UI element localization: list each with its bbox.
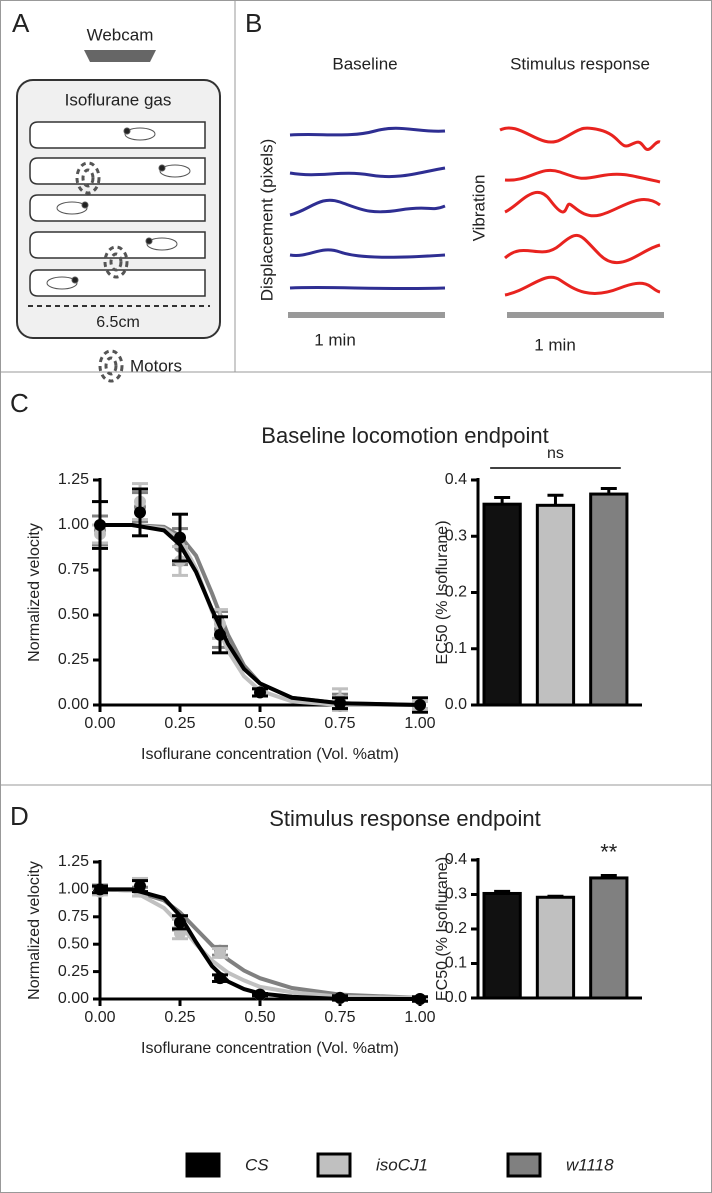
bar: [482, 502, 522, 707]
y-tick-label: 0.4: [445, 471, 467, 488]
chart-title: Baseline locomotion endpoint: [261, 423, 548, 448]
y-tick-label: 1.00: [58, 881, 89, 898]
legend-swatch: [316, 1152, 352, 1178]
y-tick-label: 1.00: [58, 516, 89, 533]
legend-label: isoCJ1: [376, 1155, 428, 1174]
time-bar: [507, 312, 664, 318]
data-point: [174, 531, 186, 544]
panel-label: C: [10, 388, 29, 418]
y-tick-label: 0.3: [445, 886, 467, 903]
x-axis-label: Isoflurane concentration (Vol. %atm): [141, 1040, 399, 1057]
data-point: [334, 697, 346, 710]
y-tick-label: 0.4: [445, 851, 467, 868]
y-tick-label: 0.00: [58, 696, 89, 713]
chart-title: Stimulus response endpoint: [269, 806, 541, 831]
bar: [482, 891, 522, 1000]
tubes: [29, 121, 206, 297]
data-point: [414, 993, 426, 1005]
data-point: [134, 880, 146, 893]
y-tick-label: 0.0: [445, 696, 467, 713]
webcam-icon: [84, 50, 156, 62]
y-tick-label: 0.50: [58, 935, 89, 952]
data-point: [214, 628, 226, 641]
panel-label: A: [12, 8, 30, 38]
y-tick-label: 1.25: [58, 853, 89, 870]
y-tick-label: 1.25: [58, 471, 89, 488]
data-point: [94, 519, 106, 531]
bar: [589, 876, 629, 1000]
y-axis-label: Normalized velocity: [26, 523, 43, 662]
x-tick-label: 0.75: [324, 1009, 355, 1026]
x-tick-label: 0.75: [324, 715, 355, 732]
y-axis-label: Normalized velocity: [26, 861, 43, 1000]
data-point: [94, 883, 106, 896]
y-tick-label: 0.1: [445, 955, 467, 972]
y-tick-label: 0.1: [445, 640, 467, 657]
x-tick-label: 0.50: [244, 1009, 275, 1026]
scale-label: 6.5cm: [96, 314, 140, 331]
stimulus-traces: [499, 126, 661, 297]
time-label: 1 min: [534, 335, 576, 354]
motors-label: Motors: [130, 356, 182, 375]
annotation: ns: [547, 445, 564, 462]
fit-curve: [99, 887, 421, 1000]
flies: [46, 127, 191, 290]
legend-swatch: [185, 1152, 221, 1178]
bar: [535, 503, 576, 707]
data-point: [334, 991, 346, 1004]
bar: [535, 895, 576, 1000]
y-tick-label: 0.0: [445, 989, 467, 1006]
data-point: [134, 506, 146, 519]
y-tick-label: 0.3: [445, 527, 467, 544]
data-point: [214, 946, 226, 959]
x-tick-label: 0.00: [84, 1009, 115, 1026]
trace-y-label: Displacement (pixels): [257, 139, 276, 302]
y-tick-label: 0.00: [58, 990, 89, 1007]
motors-marks: [75, 161, 129, 383]
webcam-label: Webcam: [87, 25, 154, 44]
annotation: **: [600, 839, 618, 864]
trace-title: Stimulus response: [510, 54, 650, 73]
y-tick-label: 0.2: [445, 584, 467, 601]
baseline-traces: [289, 126, 446, 291]
bar: [589, 492, 629, 707]
data-point: [214, 972, 226, 985]
trace-title: Baseline: [332, 54, 397, 73]
time-bar: [288, 312, 445, 318]
y-tick-label: 0.50: [58, 606, 89, 623]
x-tick-label: 1.00: [404, 1009, 435, 1026]
y-tick-label: 0.25: [58, 651, 89, 668]
legend-label: CS: [245, 1155, 269, 1174]
panel-label: B: [245, 8, 262, 38]
y-tick-label: 0.25: [58, 963, 89, 980]
stimulus-label: Vibration: [469, 175, 488, 242]
data-point: [254, 988, 266, 1001]
data-point: [174, 916, 186, 929]
x-tick-label: 0.00: [84, 715, 115, 732]
x-tick-label: 0.25: [164, 1009, 195, 1026]
legend-swatch: [506, 1152, 542, 1178]
y-axis-label: EC50 (% Isoflurane): [434, 857, 451, 1001]
y-tick-label: 0.75: [58, 561, 89, 578]
legend-label: w1118: [566, 1155, 614, 1174]
chamber-label: Isoflurane gas: [65, 90, 172, 109]
x-axis-label: Isoflurane concentration (Vol. %atm): [141, 746, 399, 763]
data-point: [414, 699, 426, 711]
x-tick-label: 1.00: [404, 715, 435, 732]
x-tick-label: 0.25: [164, 715, 195, 732]
x-tick-label: 0.50: [244, 715, 275, 732]
y-tick-label: 0.75: [58, 908, 89, 925]
y-axis-label: EC50 (% Isoflurane): [434, 520, 451, 664]
y-tick-label: 0.2: [445, 920, 467, 937]
data-point: [254, 686, 266, 699]
time-label: 1 min: [314, 330, 356, 349]
panel-label: D: [10, 801, 29, 831]
